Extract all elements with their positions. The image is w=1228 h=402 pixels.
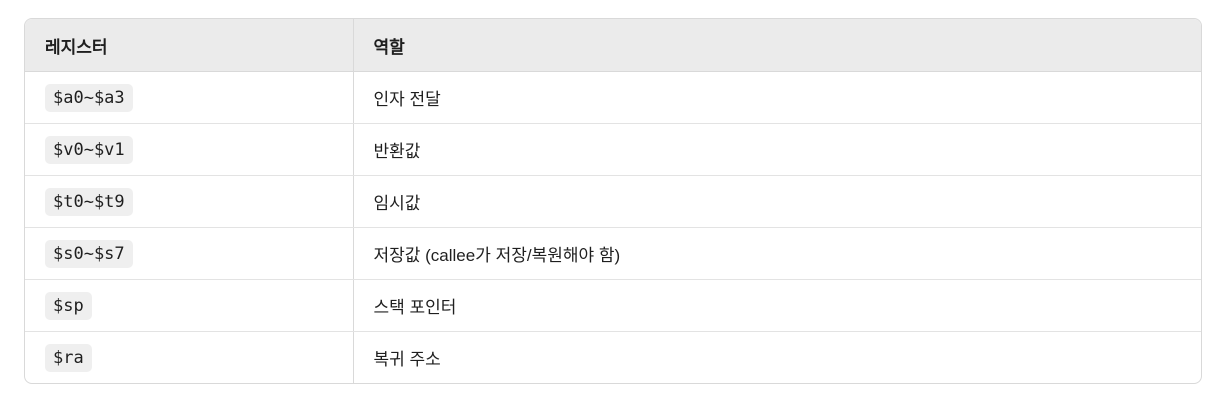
role-text: 저장값 (callee가 저장/복원해야 함)	[373, 246, 621, 265]
register-role-table: 레지스터 역할 $a0~$a3 인자 전달 $v0~$v1 반환값 $t0~$t…	[25, 19, 1201, 383]
table-row: $t0~$t9 임시값	[25, 175, 1201, 228]
register-cell: $a0~$a3	[25, 71, 354, 124]
header-role: 역할	[353, 19, 1201, 72]
role-text: 인자 전달	[373, 90, 441, 109]
role-cell: 임시값	[353, 175, 1201, 228]
register-code: $a0~$a3	[45, 83, 133, 112]
role-text: 복귀 주소	[373, 350, 441, 369]
register-cell: $sp	[25, 279, 354, 332]
register-code: $s0~$s7	[45, 239, 133, 268]
table-row: $v0~$v1 반환값	[25, 123, 1201, 176]
role-cell: 저장값 (callee가 저장/복원해야 함)	[353, 227, 1201, 280]
header-row: 레지스터 역할	[25, 19, 1201, 72]
role-cell: 반환값	[353, 123, 1201, 176]
register-code: $ra	[45, 343, 92, 372]
role-cell: 인자 전달	[353, 71, 1201, 124]
table-row: $s0~$s7 저장값 (callee가 저장/복원해야 함)	[25, 227, 1201, 280]
role-text: 임시값	[373, 194, 421, 213]
table-row: $a0~$a3 인자 전달	[25, 71, 1201, 124]
role-text: 반환값	[373, 142, 421, 161]
table-row: $ra 복귀 주소	[25, 331, 1201, 384]
register-table: 레지스터 역할 $a0~$a3 인자 전달 $v0~$v1 반환값 $t0~$t…	[24, 18, 1202, 384]
role-cell: 복귀 주소	[353, 332, 1201, 384]
register-code: $v0~$v1	[45, 135, 133, 164]
header-register: 레지스터	[25, 19, 354, 72]
role-cell: 스택 포인터	[353, 279, 1201, 332]
register-code: $sp	[45, 291, 92, 320]
register-cell: $s0~$s7	[25, 227, 354, 280]
table-header: 레지스터 역할	[25, 19, 1201, 72]
register-cell: $ra	[25, 331, 354, 383]
register-code: $t0~$t9	[45, 187, 133, 216]
role-text: 스택 포인터	[373, 298, 457, 317]
table-body: $a0~$a3 인자 전달 $v0~$v1 반환값 $t0~$t9 임시값 $s…	[25, 71, 1201, 384]
register-cell: $v0~$v1	[25, 123, 354, 176]
table-row: $sp 스택 포인터	[25, 279, 1201, 332]
register-cell: $t0~$t9	[25, 175, 354, 228]
